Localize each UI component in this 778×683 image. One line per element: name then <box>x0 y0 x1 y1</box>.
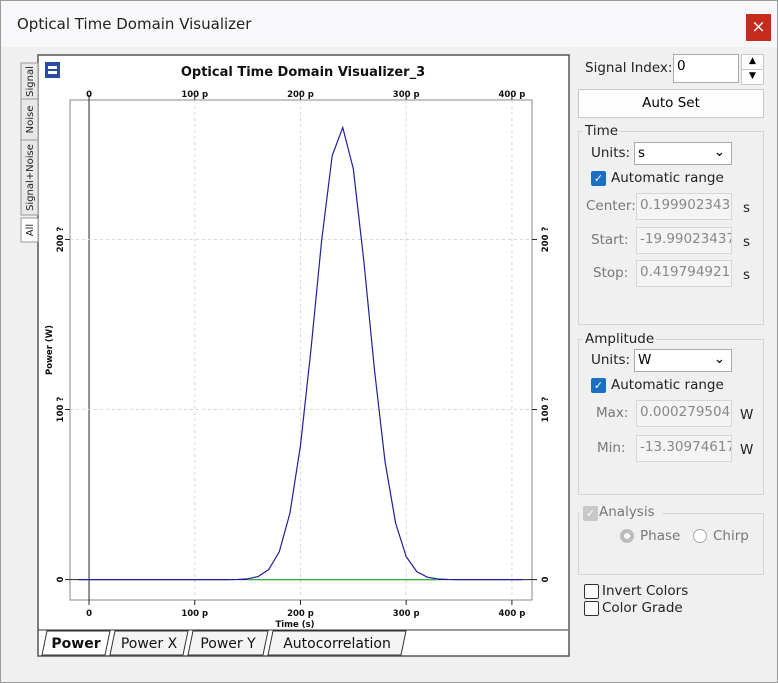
title-bar <box>1 1 777 47</box>
y-tick-label: 200 ? <box>56 227 66 253</box>
auto-range-checkbox[interactable]: ✓ <box>591 171 606 186</box>
side-tab-label: Noise <box>25 106 36 134</box>
max-field: 0.00027950466 <box>636 400 732 427</box>
plot-icon-detail <box>48 71 57 74</box>
start-label: Start: <box>591 232 629 248</box>
min-label: Min: <box>597 440 626 456</box>
x-tick-label: 400 p <box>499 609 526 619</box>
plot-icon-detail <box>48 66 57 69</box>
unit: s <box>743 234 751 250</box>
stop-label: Stop: <box>593 265 629 281</box>
analysis-label: Analysis <box>599 504 655 520</box>
time-group <box>578 131 764 325</box>
plot-tab-label: Power Y <box>200 636 256 652</box>
units-select[interactable]: s ⌄ <box>634 142 732 165</box>
x-tick-label-top: 0 <box>86 90 92 100</box>
units-value: s <box>638 145 646 161</box>
spin-down[interactable]: ▼ <box>741 69 764 85</box>
x-tick-label-top: 200 p <box>287 90 314 100</box>
x-tick-label: 0 <box>86 609 92 619</box>
plot-tab-label: Autocorrelation <box>283 636 391 652</box>
y-tick-label-right: 0 <box>541 577 551 583</box>
auto-range-label: Automatic range <box>611 377 724 393</box>
min-field: -13.309746179 <box>636 435 732 462</box>
signal-index-label: Signal Index: <box>585 60 673 76</box>
plot-title: Optical Time Domain Visualizer_3 <box>181 65 425 80</box>
phase-label: Phase <box>640 528 681 544</box>
side-tab-label: Signal <box>25 66 36 97</box>
phase-radio <box>620 529 634 543</box>
plot-area <box>69 99 533 601</box>
y-tick-label-right: 100 ? <box>541 397 551 423</box>
spin-up[interactable]: ▲ <box>741 54 764 70</box>
analysis-checkbox: ✓ <box>583 506 598 521</box>
auto-range-label: Automatic range <box>611 170 724 186</box>
unit: s <box>743 200 751 216</box>
max-label: Max: <box>596 405 629 421</box>
plot-tab-label: Power X <box>121 636 178 652</box>
side-tab[interactable] <box>20 217 39 243</box>
group-title: Time <box>583 123 621 139</box>
analysis-title-bg <box>580 504 662 522</box>
start-field: -19.990234375 <box>636 227 732 254</box>
close-button[interactable]: × <box>746 14 771 41</box>
side-tab-label: All <box>25 224 36 236</box>
x-tick-label-top: 300 p <box>393 90 420 100</box>
chirp-radio <box>693 529 707 543</box>
y-tick-label-right: 200 ? <box>541 227 551 253</box>
auto-set-button[interactable]: Auto Set <box>578 89 764 118</box>
plot-tab-label: Power <box>51 636 100 652</box>
y-tick-label: 100 ? <box>56 397 66 423</box>
x-tick-label-top: 400 p <box>499 90 526 100</box>
invert-colors-checkbox[interactable] <box>584 584 599 599</box>
group-title: Amplitude <box>583 331 657 347</box>
units-select[interactable]: W ⌄ <box>634 349 732 372</box>
units-label: Units: <box>591 352 631 368</box>
x-axis-label: Time (s) <box>275 620 314 630</box>
x-tick-label: 300 p <box>393 609 420 619</box>
plot-tab[interactable] <box>41 630 111 656</box>
stop-field: 0.41979492187 <box>636 260 732 287</box>
units-label: Units: <box>591 145 631 161</box>
plot-tab[interactable] <box>267 630 407 656</box>
plot-tab[interactable] <box>187 630 269 656</box>
color-grade-checkbox[interactable] <box>584 601 599 616</box>
x-tick-label-top: 100 p <box>181 90 208 100</box>
plot-tab[interactable] <box>109 630 189 656</box>
signal-index-input[interactable]: 0 <box>673 54 739 83</box>
center-label: Center: <box>586 198 636 214</box>
color-grade-label: Color Grade <box>602 600 683 616</box>
amplitude-group <box>578 339 764 495</box>
unit: W <box>740 442 754 458</box>
center-field: 0.19990234375 <box>636 193 732 220</box>
x-tick-label: 100 p <box>181 609 208 619</box>
chirp-label: Chirp <box>713 528 749 544</box>
plot-icon <box>45 62 60 78</box>
units-value: W <box>638 352 652 368</box>
window-title: Optical Time Domain Visualizer <box>17 15 252 33</box>
analysis-group <box>578 513 764 575</box>
auto-range-checkbox[interactable]: ✓ <box>591 378 606 393</box>
side-tab[interactable] <box>20 139 39 216</box>
x-tick-label: 200 p <box>287 609 314 619</box>
y-tick-label: 0 <box>56 577 66 583</box>
series-line <box>78 125 523 581</box>
unit: W <box>740 407 754 423</box>
y-axis-label: Power (W) <box>45 325 55 375</box>
invert-colors-label: Invert Colors <box>602 583 689 599</box>
unit: s <box>743 267 751 283</box>
side-tab-label: Signal+Noise <box>25 144 36 211</box>
